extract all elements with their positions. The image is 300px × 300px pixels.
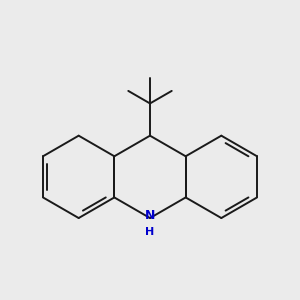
Text: N: N: [145, 209, 155, 222]
Text: H: H: [146, 227, 154, 237]
